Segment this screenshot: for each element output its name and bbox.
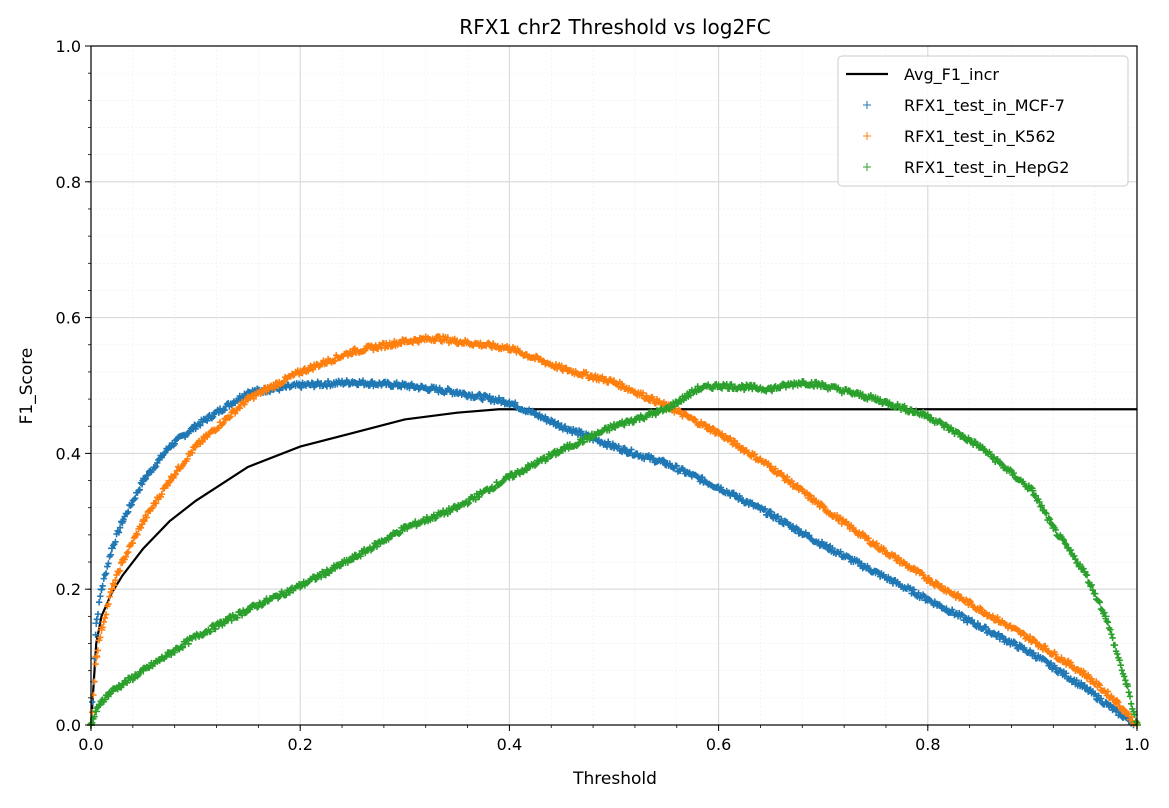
y-tick-label: 0.8	[56, 173, 81, 192]
legend-label: RFX1_test_in_MCF-7	[904, 96, 1065, 116]
legend-box	[837, 55, 1129, 187]
y-tick-label: 0.2	[56, 580, 81, 599]
legend-label: RFX1_test_in_HepG2	[904, 158, 1069, 178]
legend: Avg_F1_incr RFX1_test_in_MCF-7 RFX1_test_i…	[837, 55, 1129, 187]
series-markers-rfx1-test-in-hepg2	[87, 377, 1141, 728]
legend-swatch-marker	[863, 163, 871, 171]
legend-label: Avg_F1_incr	[904, 65, 999, 85]
y-tick-label: 0.6	[56, 309, 81, 328]
y-tick-label: 1.0	[56, 37, 81, 56]
axes-frame	[90, 45, 1138, 726]
series-line-avg-f1-incr	[89, 408, 1137, 726]
legend-swatch-marker	[863, 101, 871, 109]
x-tick-label: 0.0	[78, 735, 103, 754]
plot-area	[87, 333, 1141, 729]
x-tick-label: 0.4	[497, 735, 522, 754]
axis-ticks: 0.0 0.2 0.4 0.6 0.8 1.0 0.0 0.2 0.4 0.6 0.8 1.0	[56, 37, 1150, 754]
y-tick-label: 0.0	[56, 716, 81, 735]
y-tick-label: 0.4	[56, 444, 81, 463]
chart-title: RFX1 chr2 Threshold vs log2FC	[459, 15, 770, 39]
x-tick-label: 0.6	[706, 735, 731, 754]
y-axis-label: F1_Score	[17, 348, 37, 425]
x-tick-label: 0.8	[915, 735, 940, 754]
x-axis-label: Threshold	[572, 769, 657, 789]
x-tick-label: 0.2	[287, 735, 312, 754]
legend-label: RFX1_test_in_K562	[904, 127, 1056, 147]
legend-swatch-marker	[863, 132, 871, 140]
x-tick-label: 1.0	[1124, 735, 1149, 754]
